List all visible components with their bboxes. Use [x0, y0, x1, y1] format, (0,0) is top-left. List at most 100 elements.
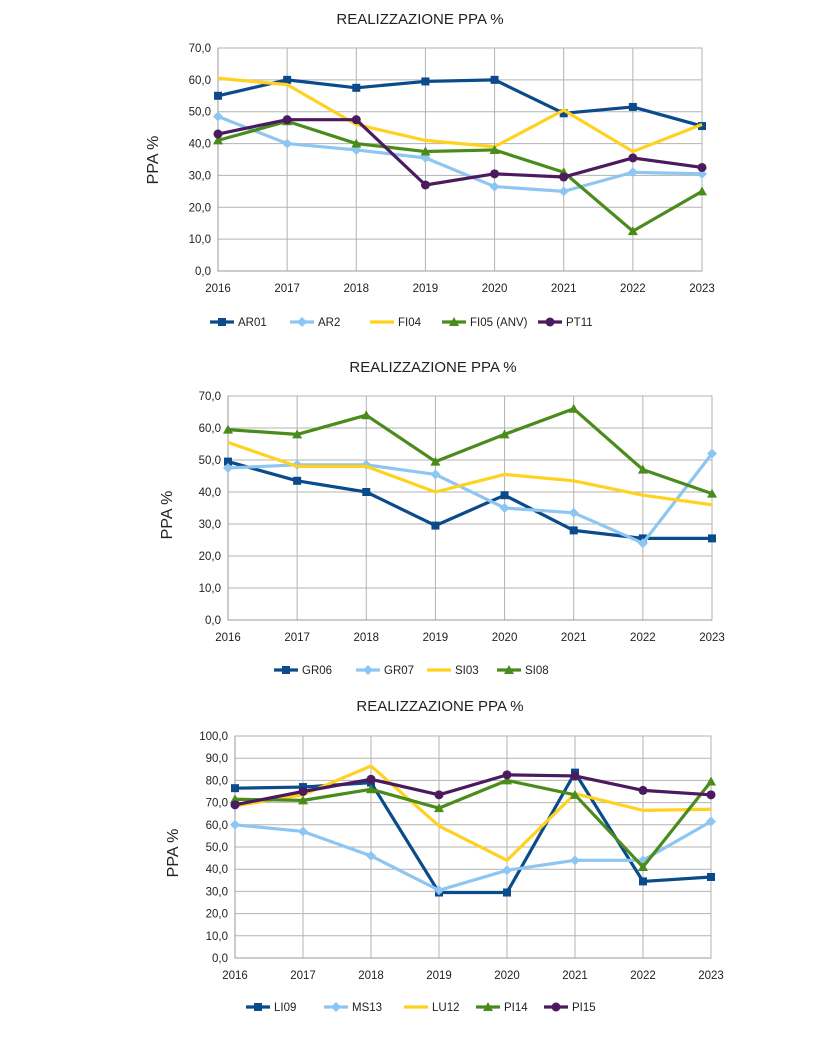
legend-item: FI04 — [370, 317, 422, 329]
series-line — [217, 118, 703, 187]
y-tick-label: 20,0 — [199, 551, 221, 563]
data-point — [366, 784, 376, 794]
y-tick-label: 40,0 — [189, 139, 211, 151]
legend-item: AR2 — [290, 317, 340, 329]
legend-label: GR07 — [384, 665, 414, 677]
series-fi04 — [217, 76, 703, 154]
y-tick-label: 10,0 — [206, 931, 228, 943]
data-point — [366, 850, 376, 861]
plot-area — [227, 395, 713, 621]
data-point — [638, 861, 648, 871]
data-point — [490, 169, 500, 179]
x-tick-label: 2017 — [284, 632, 310, 644]
legend-item: FI05 (ANV) — [442, 317, 528, 329]
data-point — [627, 167, 638, 178]
y-tick-label: 50,0 — [189, 107, 211, 119]
y-axis-label: PPA % — [145, 136, 162, 185]
data-point — [559, 172, 569, 182]
series-line — [217, 119, 703, 233]
y-tick-label: 0,0 — [205, 615, 221, 627]
x-tick-label: 2023 — [689, 283, 715, 295]
legend-item: SI08 — [497, 665, 549, 677]
data-point — [706, 776, 716, 786]
data-point — [230, 819, 240, 830]
data-point — [570, 789, 580, 799]
series-pi14 — [230, 775, 716, 871]
y-tick-label: 30,0 — [199, 519, 221, 531]
legend-item: GR06 — [274, 665, 332, 677]
y-tick-label: 10,0 — [189, 234, 211, 246]
series-line — [217, 76, 703, 154]
data-point — [697, 186, 707, 196]
legend-item: PI15 — [544, 1002, 596, 1014]
legend-marker — [254, 1003, 262, 1011]
legend-item: MS13 — [324, 1002, 382, 1014]
x-tick-label: 2017 — [274, 283, 300, 295]
data-point — [627, 226, 638, 236]
data-point — [434, 885, 444, 896]
y-tick-label: 100,0 — [199, 731, 228, 743]
y-tick-label: 60,0 — [206, 820, 228, 832]
data-point — [434, 803, 444, 813]
data-point — [293, 476, 302, 485]
data-point — [502, 775, 512, 785]
legend-marker — [449, 317, 459, 326]
data-point — [499, 503, 510, 513]
y-axis-label: PPA % — [159, 491, 176, 540]
series-pt11 — [213, 115, 707, 190]
series-pi15 — [230, 770, 716, 810]
legend-marker — [504, 665, 514, 674]
y-tick-label: 0,0 — [212, 953, 228, 965]
x-tick-label: 2016 — [215, 632, 241, 644]
legend-item: LU12 — [404, 1002, 460, 1014]
data-point — [569, 526, 578, 535]
x-tick-label: 2021 — [561, 632, 587, 644]
data-point — [568, 507, 579, 518]
data-point — [362, 488, 371, 496]
data-point — [707, 872, 715, 881]
data-point — [708, 534, 716, 543]
data-point — [230, 794, 240, 804]
data-point — [223, 424, 233, 434]
x-tick-label: 2020 — [494, 970, 520, 982]
series-line — [234, 778, 713, 869]
y-axis-label: PPA % — [165, 829, 182, 878]
data-point — [351, 115, 361, 125]
x-tick-label: 2019 — [423, 632, 449, 644]
data-point — [628, 102, 637, 111]
legend-marker — [363, 665, 373, 675]
chart-3: REALIZZAZIONE PPA % 0,0 10,0 20,0 30,0 40,0 50… — [0, 685, 820, 1040]
data-point — [231, 784, 239, 793]
legend-item: PT11 — [538, 317, 593, 329]
series-line — [217, 78, 703, 128]
data-point — [213, 135, 223, 145]
data-point — [361, 410, 372, 420]
data-point — [697, 162, 707, 172]
legend-label: MS13 — [352, 1002, 382, 1014]
y-tick-label: 50,0 — [206, 842, 228, 854]
series-si08 — [223, 403, 717, 498]
legend-item: GR07 — [356, 665, 414, 677]
y-tick-label: 30,0 — [189, 170, 211, 182]
data-point — [421, 77, 430, 86]
data-point — [430, 456, 441, 466]
y-tick-label: 80,0 — [206, 775, 228, 787]
data-point — [298, 795, 308, 805]
y-tick-label: 70,0 — [189, 43, 211, 55]
x-tick-label: 2018 — [343, 283, 369, 295]
y-tick-label: 70,0 — [199, 391, 221, 403]
y-tick-label: 50,0 — [199, 455, 221, 467]
data-point — [298, 826, 308, 837]
legend-marker — [551, 1002, 561, 1012]
chart-title: REALIZZAZIONE PPA % — [349, 359, 516, 376]
data-point — [499, 429, 510, 439]
legend-marker — [331, 1002, 341, 1012]
data-point — [502, 770, 512, 780]
data-point — [568, 403, 579, 413]
data-point — [628, 153, 638, 163]
data-point — [637, 464, 648, 474]
data-point — [420, 180, 430, 190]
data-point — [282, 115, 292, 125]
x-tick-label: 2022 — [630, 970, 656, 982]
data-point — [366, 774, 376, 784]
